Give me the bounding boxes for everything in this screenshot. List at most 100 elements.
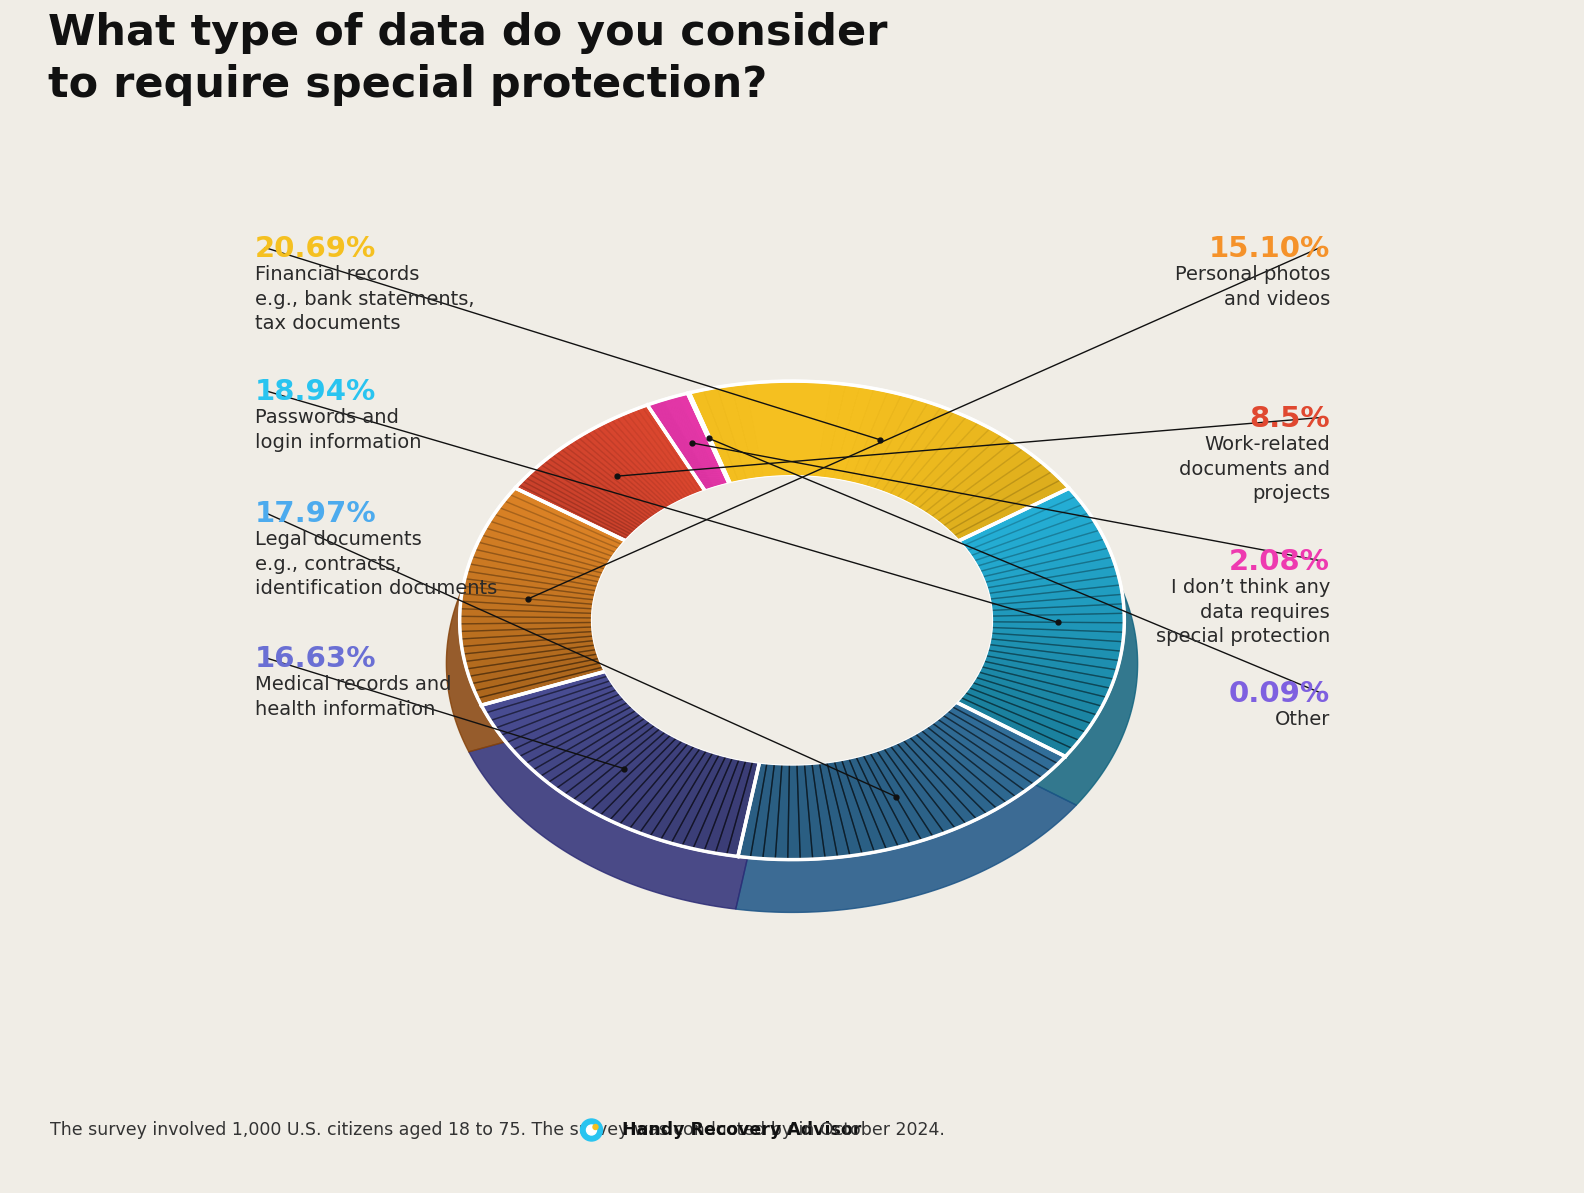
Polygon shape: [672, 754, 725, 846]
Polygon shape: [463, 579, 596, 600]
Circle shape: [580, 1119, 602, 1141]
Polygon shape: [984, 656, 1114, 688]
Polygon shape: [988, 575, 1120, 599]
Polygon shape: [501, 690, 621, 743]
Polygon shape: [478, 534, 605, 574]
Polygon shape: [987, 567, 1118, 593]
Polygon shape: [990, 628, 1125, 642]
Polygon shape: [467, 564, 599, 591]
Polygon shape: [916, 730, 1007, 809]
Polygon shape: [917, 434, 1012, 513]
Polygon shape: [990, 594, 1123, 611]
Polygon shape: [947, 706, 1058, 771]
Polygon shape: [966, 505, 1088, 556]
Polygon shape: [835, 760, 874, 854]
Polygon shape: [969, 513, 1095, 561]
Polygon shape: [459, 628, 592, 639]
Polygon shape: [775, 764, 789, 860]
Polygon shape: [987, 644, 1120, 669]
Polygon shape: [556, 449, 653, 519]
Polygon shape: [459, 623, 592, 631]
Polygon shape: [472, 549, 602, 582]
Polygon shape: [751, 762, 775, 859]
Polygon shape: [515, 484, 627, 540]
Polygon shape: [738, 762, 767, 858]
Polygon shape: [686, 415, 1080, 581]
Polygon shape: [958, 488, 1076, 546]
Polygon shape: [920, 727, 1015, 803]
Polygon shape: [540, 460, 643, 526]
Polygon shape: [537, 464, 642, 528]
Polygon shape: [469, 717, 759, 909]
Polygon shape: [463, 641, 596, 661]
Polygon shape: [526, 474, 634, 534]
Polygon shape: [532, 710, 642, 777]
Polygon shape: [548, 455, 648, 523]
Text: in October 2024.: in October 2024.: [794, 1121, 946, 1139]
Polygon shape: [515, 404, 705, 540]
Polygon shape: [927, 723, 1025, 797]
Polygon shape: [909, 734, 996, 814]
Polygon shape: [942, 711, 1050, 778]
Polygon shape: [988, 638, 1121, 661]
Text: What type of data do you consider
to require special protection?: What type of data do you consider to req…: [48, 12, 887, 106]
Text: 8.5%: 8.5%: [1250, 404, 1331, 433]
Polygon shape: [504, 439, 702, 581]
Polygon shape: [569, 440, 661, 514]
Polygon shape: [610, 741, 689, 824]
Text: Medical records and
health information: Medical records and health information: [255, 675, 451, 718]
Polygon shape: [520, 703, 632, 764]
Polygon shape: [938, 715, 1042, 785]
Polygon shape: [496, 685, 618, 735]
Text: Financial records
e.g., bank statements,
tax documents: Financial records e.g., bank statements,…: [255, 266, 475, 333]
Polygon shape: [507, 694, 624, 749]
Polygon shape: [573, 438, 664, 512]
Polygon shape: [504, 494, 623, 549]
Polygon shape: [494, 507, 616, 557]
Text: Handy Recovery Advisor: Handy Recovery Advisor: [621, 1121, 860, 1139]
Text: Other: Other: [1275, 711, 1331, 729]
Polygon shape: [464, 645, 597, 669]
Polygon shape: [980, 661, 1110, 697]
Polygon shape: [984, 557, 1115, 588]
Polygon shape: [787, 764, 800, 860]
Polygon shape: [965, 687, 1087, 741]
Polygon shape: [472, 659, 602, 691]
Polygon shape: [464, 571, 597, 595]
Text: 15.10%: 15.10%: [1209, 235, 1331, 262]
Polygon shape: [763, 764, 782, 859]
Polygon shape: [478, 667, 605, 705]
Polygon shape: [469, 557, 600, 587]
Polygon shape: [543, 458, 646, 525]
Polygon shape: [884, 746, 955, 833]
Polygon shape: [727, 761, 760, 857]
Polygon shape: [974, 521, 1099, 567]
Polygon shape: [526, 706, 637, 769]
Polygon shape: [463, 586, 594, 605]
Polygon shape: [489, 514, 613, 561]
Polygon shape: [482, 528, 608, 569]
Polygon shape: [992, 622, 1125, 632]
Polygon shape: [482, 672, 608, 713]
Polygon shape: [949, 471, 1061, 536]
Text: Work-related
documents and
projects: Work-related documents and projects: [1178, 435, 1331, 503]
Polygon shape: [805, 764, 825, 859]
Polygon shape: [513, 698, 629, 756]
Polygon shape: [692, 758, 740, 851]
Polygon shape: [954, 480, 1069, 542]
Polygon shape: [518, 481, 630, 539]
Polygon shape: [931, 449, 1033, 521]
Polygon shape: [499, 501, 619, 552]
Polygon shape: [573, 728, 665, 805]
Polygon shape: [642, 427, 727, 530]
Polygon shape: [870, 750, 933, 841]
Polygon shape: [936, 456, 1042, 526]
Polygon shape: [963, 526, 1137, 805]
Text: I don’t think any
data requires
special protection: I don’t think any data requires special …: [1156, 579, 1331, 645]
Polygon shape: [683, 427, 729, 521]
Polygon shape: [897, 740, 977, 824]
Circle shape: [586, 1125, 597, 1135]
Polygon shape: [459, 488, 626, 705]
Polygon shape: [797, 764, 813, 860]
Polygon shape: [952, 701, 1066, 764]
